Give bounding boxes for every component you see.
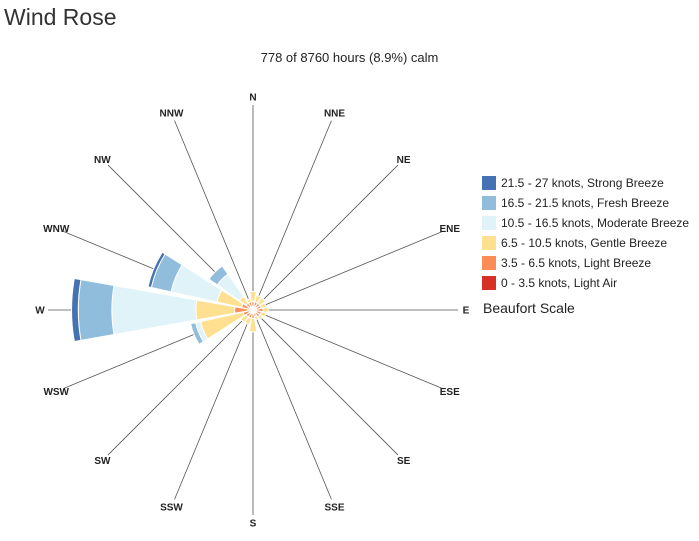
legend-swatch <box>482 176 496 190</box>
direction-label-n: N <box>249 93 256 104</box>
direction-labels: N NNE NE ENE E ESE SE SSE S SSW SW WSW W WNW NW NNW <box>35 93 469 530</box>
spoke-nnw <box>174 120 254 311</box>
legend-label: 3.5 - 6.5 knots, Light Breeze <box>501 256 652 270</box>
legend-swatch <box>482 196 496 210</box>
direction-label-nne: NNE <box>324 109 345 120</box>
chart-subtitle: 778 of 8760 hours (8.9%) calm <box>260 50 439 65</box>
legend-label: 0 - 3.5 knots, Light Air <box>501 276 618 290</box>
legend: 21.5 - 27 knots, Strong Breeze 16.5 - 21… <box>482 173 689 293</box>
legend-label: 6.5 - 10.5 knots, Gentle Breeze <box>501 236 668 250</box>
legend-swatch <box>482 256 496 270</box>
spoke-nne <box>252 120 332 311</box>
legend-swatch <box>482 216 496 230</box>
wedge-w-series-4[interactable] <box>77 279 115 341</box>
legend-swatch <box>482 236 496 250</box>
legend-item-light-air[interactable]: 0 - 3.5 knots, Light Air <box>482 273 689 293</box>
direction-label-ne: NE <box>397 155 411 166</box>
legend-label: 10.5 - 16.5 knots, Moderate Breeze <box>501 216 690 230</box>
wedge-e-series-2[interactable] <box>262 306 269 314</box>
legend-item-light-breeze[interactable]: 3.5 - 6.5 knots, Light Breeze <box>482 253 689 273</box>
wedge-nnw-series-2[interactable] <box>245 297 252 304</box>
direction-label-e: E <box>463 306 470 317</box>
direction-label-se: SE <box>397 456 411 467</box>
legend-item-fresh-breeze[interactable]: 16.5 - 21.5 knots, Fresh Breeze <box>482 193 689 213</box>
direction-label-s: S <box>250 519 257 530</box>
wind-wedges <box>71 251 269 345</box>
wedge-nw-series-4[interactable] <box>208 265 229 286</box>
spoke-ese <box>252 309 443 389</box>
spoke-ne <box>252 164 399 311</box>
direction-label-nw: NW <box>94 155 111 166</box>
direction-label-wsw: WSW <box>43 387 69 398</box>
wedge-wsw-series-4[interactable] <box>190 322 205 345</box>
wedge-w-series-5[interactable] <box>71 277 82 343</box>
legend-label: 21.5 - 27 knots, Strong Breeze <box>501 176 664 190</box>
direction-label-nnw: NNW <box>160 109 184 120</box>
direction-label-w: W <box>35 306 45 317</box>
legend-swatch <box>482 276 496 290</box>
direction-label-ene: ENE <box>440 224 461 235</box>
chart-title: Wind Rose <box>4 4 117 30</box>
direction-label-sw: SW <box>94 456 111 467</box>
spoke-sw <box>107 309 254 456</box>
wind-rose-chart: N NNE NE ENE E ESE SE SSE S SSW SW WSW W WNW NW NNW <box>35 93 469 530</box>
legend-item-gentle-breeze[interactable]: 6.5 - 10.5 knots, Gentle Breeze <box>482 233 689 253</box>
wedge-wnw-series-5[interactable] <box>147 251 166 289</box>
spoke-sse <box>252 309 332 500</box>
direction-label-ssw: SSW <box>160 502 183 513</box>
legend-item-moderate-breeze[interactable]: 10.5 - 16.5 knots, Moderate Breeze <box>482 213 689 233</box>
spoke-ssw <box>174 309 254 500</box>
direction-label-ese: ESE <box>440 387 460 398</box>
direction-label-sse: SSE <box>325 502 345 513</box>
legend-label: 16.5 - 21.5 knots, Fresh Breeze <box>501 196 670 210</box>
legend-title: Beaufort Scale <box>483 300 575 316</box>
spoke-se <box>252 309 399 456</box>
spoke-ene <box>252 231 443 311</box>
direction-label-wnw: WNW <box>43 224 70 235</box>
legend-item-strong-breeze[interactable]: 21.5 - 27 knots, Strong Breeze <box>482 173 689 193</box>
